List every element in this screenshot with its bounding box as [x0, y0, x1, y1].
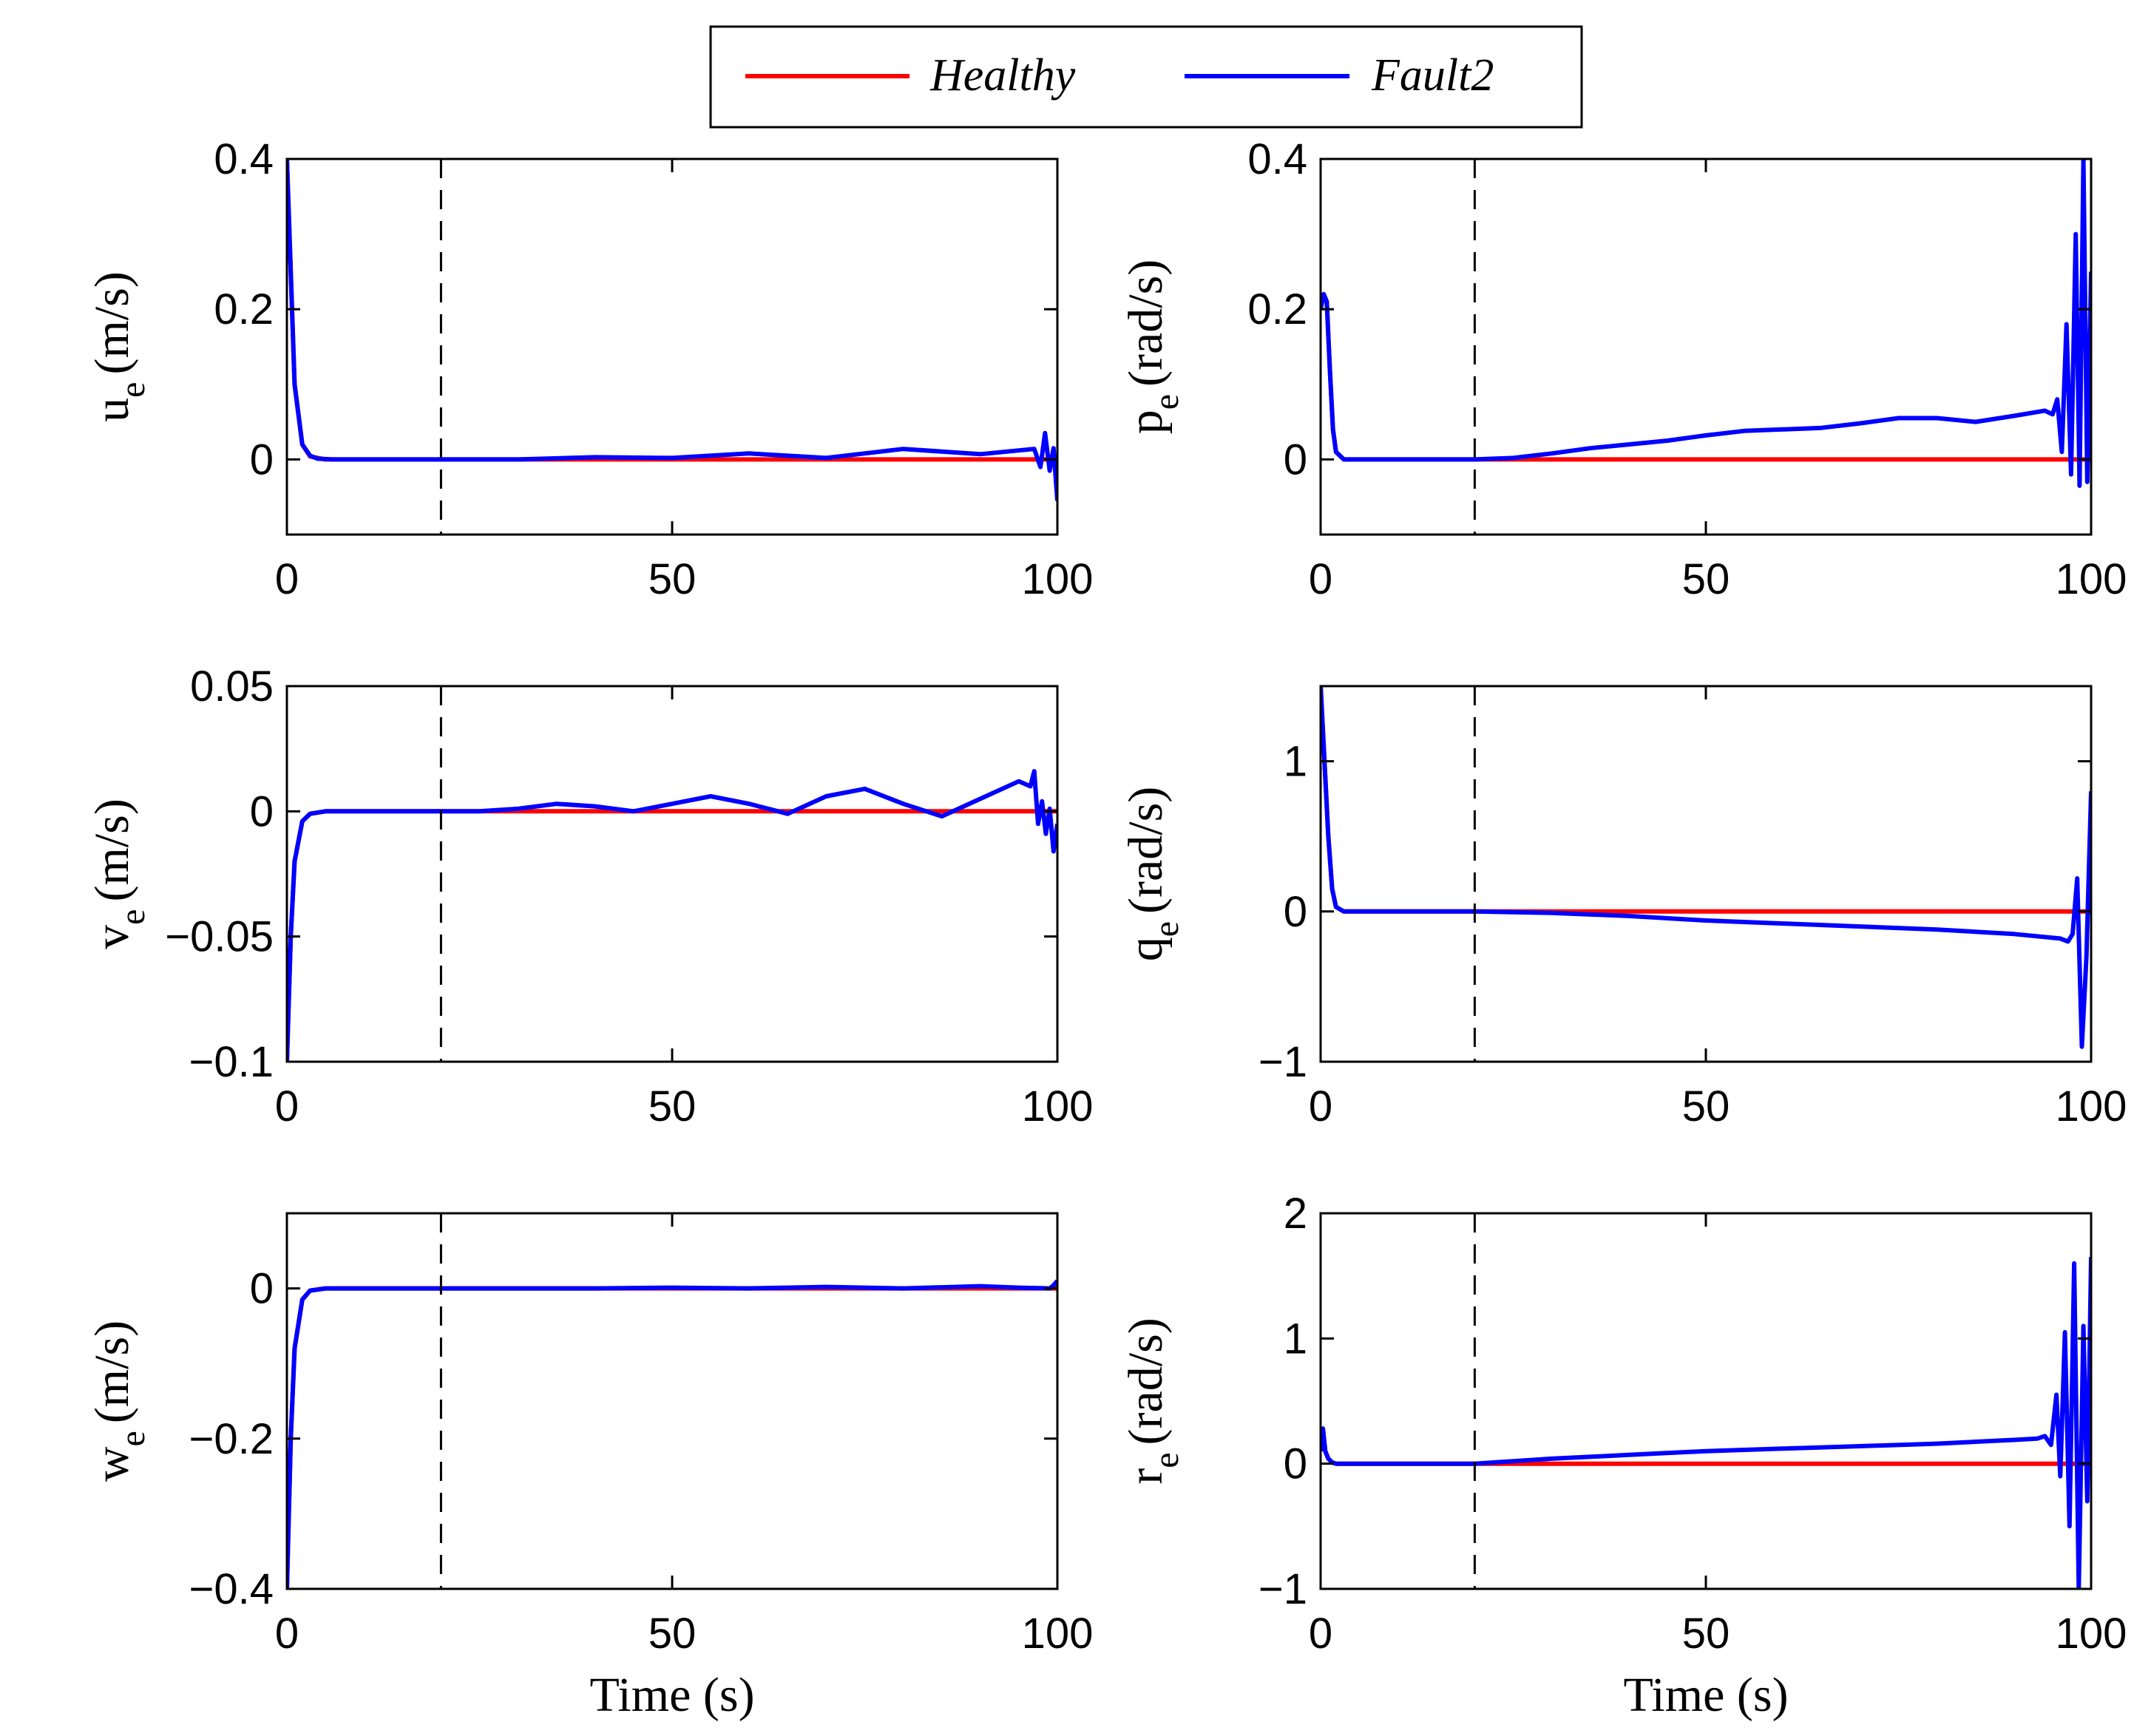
y-tick-label: 0 [1284, 435, 1307, 484]
series-fault2-line [1321, 159, 2091, 488]
series-fault2-line [287, 769, 1057, 1062]
axes-frame [1319, 157, 2093, 536]
y-tick-label: −1 [1259, 1565, 1307, 1613]
series-fault2-line [287, 1279, 1057, 1589]
series-fault2-line [1321, 1257, 2091, 1589]
x-tick-label: 100 [2056, 555, 2127, 603]
y-axis-label: we(m/s) [85, 1320, 152, 1482]
x-tick-label: 50 [1682, 1082, 1730, 1130]
series-healthy-line [1321, 686, 2091, 914]
legend-healthy-label: Healthy [929, 50, 1076, 101]
legend-fault-label: Fault2 [1371, 50, 1494, 101]
x-axis-label: Time (s) [1623, 1668, 1788, 1722]
x-tick-label: 0 [1309, 555, 1332, 603]
y-axis-label: pe(rad/s) [1119, 260, 1186, 435]
y-tick-label: 0.2 [214, 285, 274, 333]
axes-frame [285, 685, 1059, 1063]
y-axis-label: ue(m/s) [85, 271, 152, 422]
x-tick-label: 50 [648, 555, 697, 603]
series-fault2-line [287, 159, 1057, 501]
axes-frame [1319, 685, 2093, 1063]
subplot-pe: 0 50 100 0 0.2 0.4 pe(rad/s) [1119, 135, 2127, 603]
subplot-ve: 0 50 100 −0.1 −0.05 0 0.05 ve(m/s) [85, 662, 1093, 1130]
y-tick-label: 0.4 [214, 135, 274, 183]
y-tick-label: 0 [250, 787, 274, 835]
series-healthy-line [287, 809, 1057, 1062]
y-axis-label: ve(m/s) [85, 799, 152, 949]
axes-frame [285, 157, 1059, 536]
y-tick-label: 1 [1284, 738, 1307, 786]
x-tick-label: 100 [2056, 1610, 2127, 1658]
legend: Healthy Fault2 [709, 25, 1583, 129]
subplot-ue: 0 50 100 0 0.2 0.4 ue(m/s) [85, 135, 1093, 603]
y-tick-label: 0 [1284, 1440, 1307, 1488]
subplot-we: 0 50 100 −0.4 −0.2 0 we(m/s) Time (s) [85, 1212, 1094, 1722]
x-tick-label: 50 [648, 1610, 697, 1658]
y-tick-label: −1 [1259, 1038, 1307, 1086]
x-tick-label: 50 [1682, 555, 1730, 603]
series-fault2-line [1321, 686, 2091, 1049]
y-tick-label: 0.05 [190, 662, 274, 711]
y-tick-label: 2 [1284, 1190, 1307, 1238]
series-healthy-line [287, 1286, 1057, 1589]
x-tick-label: 100 [1022, 1610, 1094, 1658]
x-tick-label: 0 [1309, 1610, 1332, 1658]
y-tick-label: 0 [250, 1265, 274, 1313]
x-tick-label: 0 [1309, 1082, 1332, 1130]
y-tick-label: 1 [1284, 1315, 1307, 1363]
axes-frame [1319, 1212, 2093, 1590]
x-tick-label: 50 [1682, 1610, 1730, 1658]
x-tick-label: 0 [275, 555, 299, 603]
x-tick-label: 100 [1022, 1082, 1094, 1130]
y-tick-label: 0.4 [1247, 135, 1307, 183]
y-axis-label: re(rad/s) [1119, 1318, 1186, 1485]
series-healthy-line [287, 159, 1057, 462]
y-tick-label: −0.2 [189, 1415, 274, 1463]
y-tick-label: 0 [1284, 888, 1307, 936]
x-axis-label: Time (s) [589, 1668, 754, 1722]
x-tick-label: 100 [1022, 555, 1094, 603]
axes-frame [285, 1212, 1059, 1590]
y-tick-label: −0.1 [189, 1038, 274, 1086]
y-tick-label: 0 [250, 435, 274, 484]
y-tick-label: −0.4 [189, 1565, 274, 1613]
y-axis-label: qe(rad/s) [1119, 787, 1186, 962]
x-tick-label: 0 [275, 1082, 299, 1130]
x-tick-label: 50 [648, 1082, 697, 1130]
series-healthy-line [1321, 1426, 2091, 1466]
x-tick-label: 100 [2056, 1082, 2127, 1130]
y-tick-label: 0.2 [1247, 285, 1307, 333]
y-tick-label: −0.05 [165, 913, 274, 961]
x-tick-label: 0 [275, 1610, 299, 1658]
